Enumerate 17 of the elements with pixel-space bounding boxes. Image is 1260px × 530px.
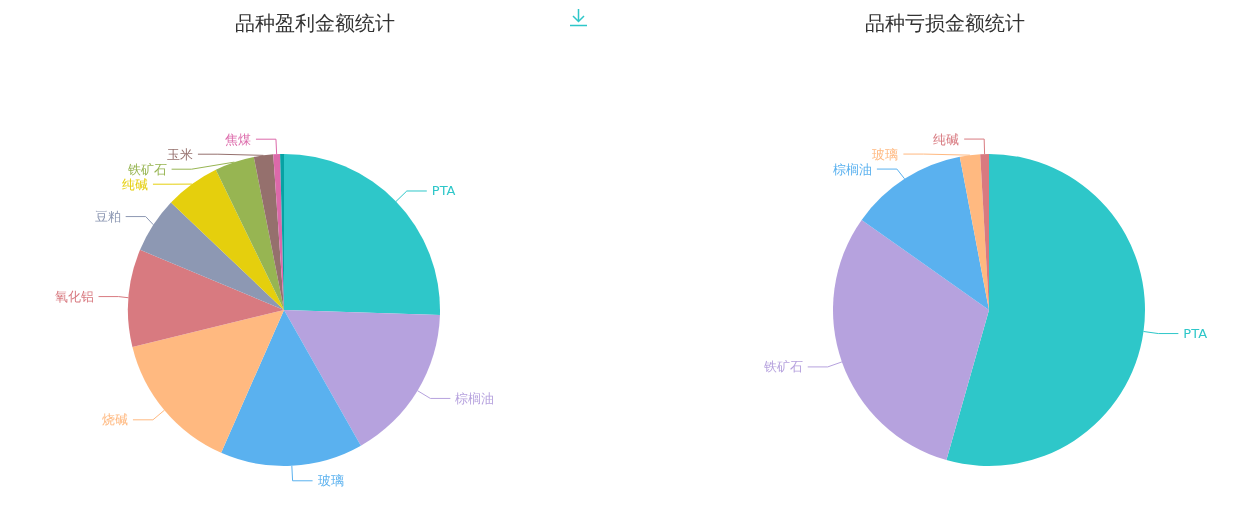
slice-label: 玻璃 bbox=[317, 473, 344, 489]
slice-label: 纯碱 bbox=[121, 176, 148, 192]
slice-label: 玻璃 bbox=[872, 146, 899, 162]
slice-label: 棕榈油 bbox=[455, 390, 495, 406]
slice-label: 棕榈油 bbox=[832, 161, 872, 177]
slice-label: 豆粕 bbox=[94, 209, 121, 225]
slice-label: 烧碱 bbox=[101, 412, 128, 428]
slice-label: PTA bbox=[431, 183, 456, 199]
chart-title: 品种亏损金额统计 bbox=[865, 11, 1025, 35]
chart-title: 品种盈利金额统计 bbox=[235, 11, 395, 35]
slice-label: 玉米 bbox=[166, 146, 193, 162]
slice-label: 焦煤 bbox=[224, 131, 251, 147]
slice-label: PTA bbox=[1183, 326, 1208, 342]
slice-label: 铁矿石 bbox=[126, 161, 167, 177]
slice-label: 氧化铝 bbox=[54, 289, 94, 305]
slice-label: 铁矿石 bbox=[762, 359, 803, 375]
slice-label: 纯碱 bbox=[933, 131, 960, 147]
